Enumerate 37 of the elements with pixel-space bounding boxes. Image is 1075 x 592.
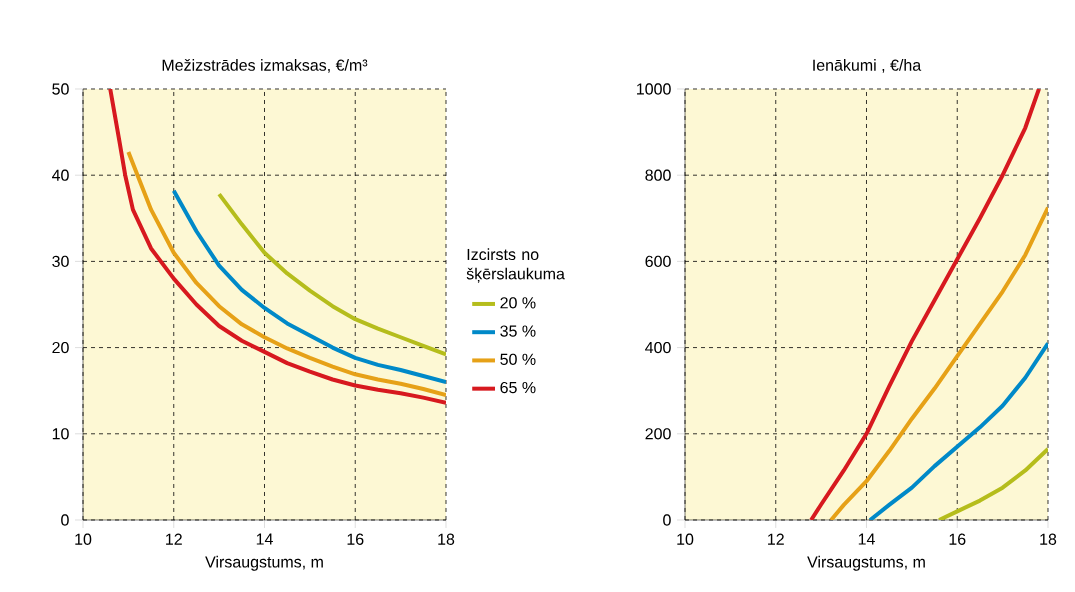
y-tick-label: 20 xyxy=(52,341,69,354)
y-tick-label: 10 xyxy=(52,428,69,440)
x-tick-label: 18 xyxy=(1040,533,1057,545)
line-series xyxy=(937,446,1048,520)
x-tick-label: 16 xyxy=(949,533,966,545)
y-tick-label: 1000 xyxy=(637,83,671,95)
y-tick-label: 800 xyxy=(645,169,671,181)
y-tick-label: 30 xyxy=(52,255,69,268)
legend-title: Izcirsts no šķērslaukuma xyxy=(466,248,565,283)
y-tick-label: 40 xyxy=(51,169,69,181)
x-tick-label: 10 xyxy=(75,533,92,545)
legend-label: 50 % xyxy=(500,353,536,365)
x-axis-title: Virsaugstums, m xyxy=(205,555,323,571)
y-tick-label: 0 xyxy=(663,514,671,526)
x-axis-title: Virsaugstums, m xyxy=(807,555,925,571)
x-tick-label: 14 xyxy=(256,533,273,545)
x-tick-label: 14 xyxy=(858,533,875,545)
x-tick-label: 12 xyxy=(768,533,784,545)
legend-label: 35 % xyxy=(500,325,536,337)
line-series xyxy=(108,89,446,405)
line-series xyxy=(217,192,446,357)
y-tick-label: 400 xyxy=(645,341,671,354)
y-tick-label: 200 xyxy=(645,428,671,440)
x-tick-label: 12 xyxy=(166,533,182,545)
y-tick-label: 600 xyxy=(645,255,671,268)
y-tick-label: 50 xyxy=(52,83,69,95)
line-series xyxy=(126,149,446,397)
x-tick-label: 16 xyxy=(347,533,364,545)
legend-label: 20 % xyxy=(500,297,536,309)
line-series xyxy=(809,89,1041,520)
chart-title: Ienākumi , €/ha xyxy=(813,59,922,73)
y-tick-label: 0 xyxy=(61,514,69,526)
line-series xyxy=(829,205,1048,520)
chart-title: Mežizstrādes izmaksas, €/m³ xyxy=(162,59,368,73)
x-tick-label: 18 xyxy=(438,533,455,545)
legend-label: 65 % xyxy=(500,381,536,394)
x-tick-label: 10 xyxy=(677,533,694,545)
